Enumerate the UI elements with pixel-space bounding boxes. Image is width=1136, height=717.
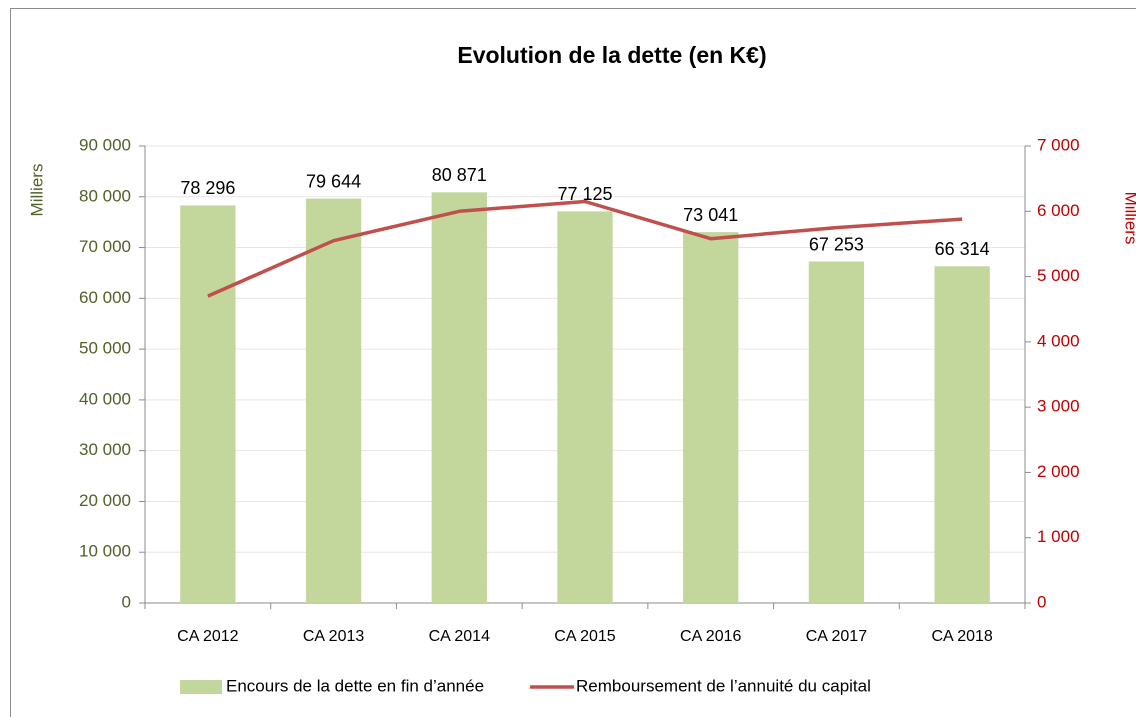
y-tick-label: 30 000 (79, 440, 131, 459)
data-label: 73 041 (683, 205, 738, 225)
bar (557, 211, 613, 603)
chart-title: Evolution de la dette (en K€) (457, 42, 766, 68)
y2-tick-label: 1 000 (1037, 527, 1080, 546)
x-tick-label: CA 2014 (429, 628, 490, 645)
y2-tick-label: 4 000 (1037, 331, 1080, 350)
y-tick-label: 10 000 (79, 542, 131, 561)
y2-tick-label: 5 000 (1037, 266, 1080, 285)
line (207, 199, 963, 298)
y2-tick-label: 2 000 (1037, 462, 1080, 481)
data-label: 80 871 (432, 165, 487, 185)
y2-tick-label: 6 000 (1037, 201, 1080, 220)
x-tick-label: CA 2015 (554, 628, 615, 645)
x-tick-label: CA 2013 (303, 628, 364, 645)
data-label: 66 314 (935, 239, 990, 259)
y-tick-label: 60 000 (79, 288, 131, 307)
legend-swatch (180, 680, 222, 694)
bar (934, 266, 990, 603)
data-label: 79 644 (306, 171, 361, 191)
data-label: 77 125 (557, 184, 612, 204)
y-tick-label: 20 000 (79, 491, 131, 510)
bar (305, 198, 362, 604)
bar (180, 205, 236, 604)
y2-tick-label: 0 (1037, 592, 1046, 611)
bar (431, 192, 487, 603)
data-label: 78 296 (180, 178, 235, 198)
data-label: 67 253 (809, 234, 864, 254)
bar (683, 232, 739, 604)
bar (808, 261, 865, 603)
y-tick-label: 50 000 (79, 339, 131, 358)
y2-axis-label: Milliers (1122, 192, 1136, 245)
y2-tick-label: 3 000 (1037, 397, 1080, 416)
y-tick-label: 0 (122, 592, 131, 611)
y-tick-label: 80 000 (79, 186, 131, 205)
y-axis-label: Milliers (27, 164, 46, 217)
y-tick-label: 70 000 (79, 237, 131, 256)
x-tick-label: CA 2012 (177, 628, 238, 645)
x-tick-label: CA 2016 (680, 628, 741, 645)
x-tick-label: CA 2018 (931, 628, 992, 645)
y-tick-label: 90 000 (79, 135, 131, 154)
legend-label: Encours de la dette en fin d’année (226, 676, 484, 695)
legend-label: Remboursement de l’annuité du capital (576, 676, 871, 695)
x-tick-label: CA 2017 (806, 628, 867, 645)
y2-tick-label: 7 000 (1037, 135, 1080, 154)
y-tick-label: 40 000 (79, 389, 131, 408)
